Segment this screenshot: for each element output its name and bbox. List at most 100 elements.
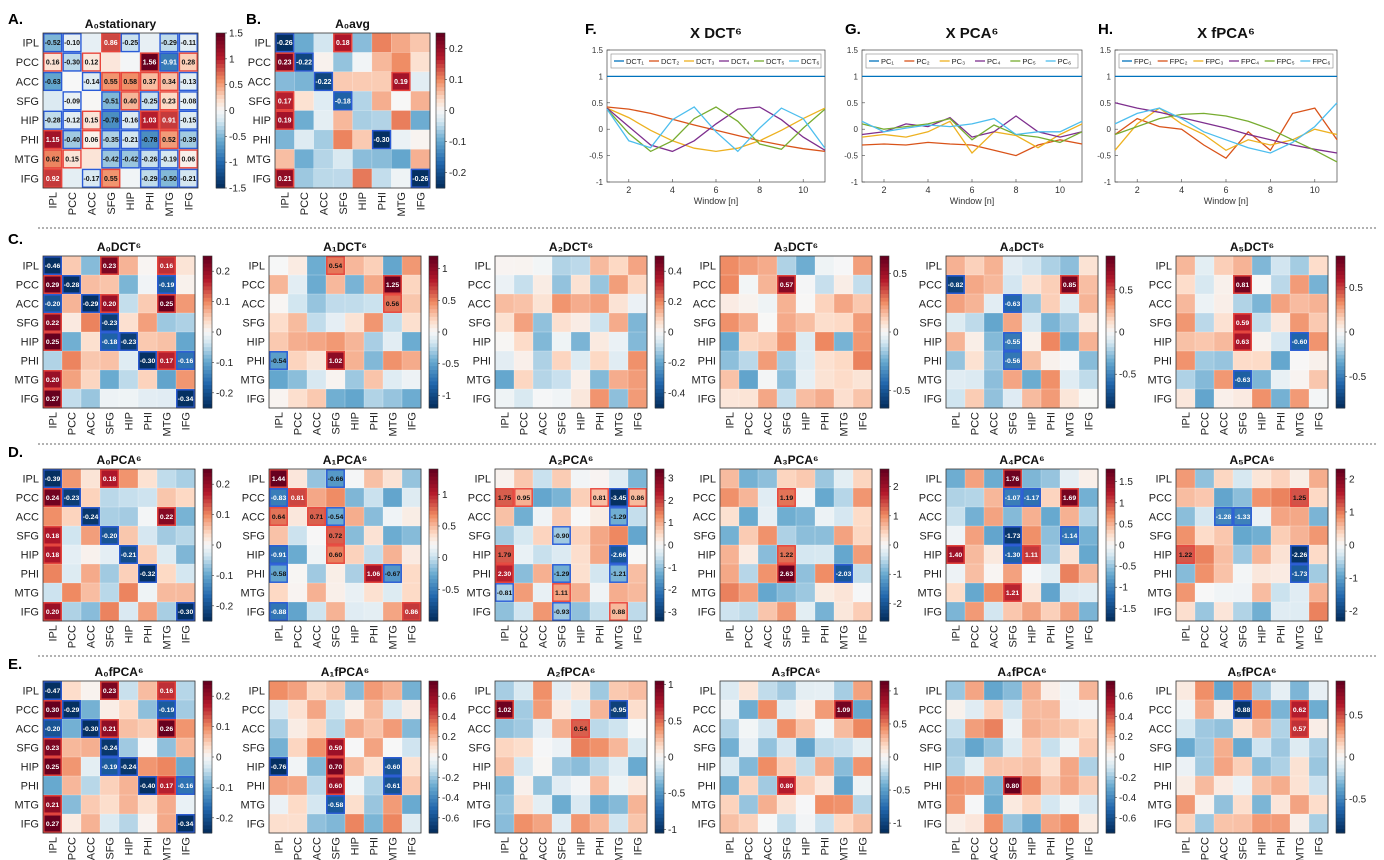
colorbar-segment bbox=[429, 522, 438, 527]
heatmap-cell bbox=[100, 545, 120, 565]
heatmap-cell bbox=[1079, 795, 1099, 815]
colorbar-tick-label: 0 bbox=[216, 753, 222, 764]
colorbar-segment bbox=[1336, 358, 1345, 363]
colorbar-segment bbox=[880, 533, 889, 538]
heatmap-cell bbox=[495, 389, 515, 409]
colorbar-tick-label: -0.5 bbox=[442, 585, 460, 596]
cell-value-label: 0.16 bbox=[46, 60, 60, 67]
colorbar-segment bbox=[1336, 700, 1345, 705]
colorbar-segment bbox=[429, 825, 438, 830]
colorbar-segment bbox=[1106, 726, 1115, 731]
legend-entry: DCT₅ bbox=[766, 57, 784, 66]
heatmap-cell bbox=[1233, 738, 1253, 758]
cell-value-label: -0.10 bbox=[64, 40, 80, 47]
heatmap-cell bbox=[777, 545, 797, 565]
colorbar-tick-label: -0.2 bbox=[216, 388, 234, 399]
y-tick-label: -1 bbox=[1104, 178, 1112, 187]
heatmap-cell bbox=[1079, 332, 1099, 352]
col-tick-label: PCC bbox=[519, 837, 531, 860]
colorbar-segment bbox=[429, 256, 438, 261]
heatmap-cell bbox=[1271, 313, 1291, 333]
heatmap-cell bbox=[100, 294, 120, 314]
heatmap-cell bbox=[119, 583, 139, 603]
heatmap-cell bbox=[965, 700, 985, 720]
heatmap-cell bbox=[571, 332, 591, 352]
heatmap-cell bbox=[100, 275, 120, 295]
cell-outline bbox=[326, 545, 345, 564]
heatmap-cell bbox=[294, 71, 315, 92]
colorbar-tick-label: 2 bbox=[668, 496, 674, 507]
heatmap-frame bbox=[268, 255, 422, 409]
colorbar-segment bbox=[655, 267, 664, 272]
cell-value-label: -0.11 bbox=[181, 40, 197, 47]
heatmap-cell bbox=[119, 564, 139, 584]
row-tick-label: ACC bbox=[919, 512, 942, 524]
colorbar-segment bbox=[1336, 696, 1345, 701]
row-tick-label: IPL bbox=[925, 261, 942, 273]
colorbar-segment bbox=[203, 745, 212, 750]
heatmap-cell bbox=[1022, 389, 1042, 409]
heatmap-cell bbox=[176, 275, 196, 295]
row-tick-label: MTG bbox=[467, 800, 491, 812]
heatmap-cell bbox=[288, 545, 308, 565]
colorbar-segment bbox=[1336, 339, 1345, 344]
colorbar-segment bbox=[429, 373, 438, 379]
colorbar-tick-label: 0.2 bbox=[216, 692, 230, 703]
colorbar-segment bbox=[1106, 476, 1115, 481]
heatmap-cell bbox=[1309, 795, 1329, 815]
heatmap-cell bbox=[176, 469, 196, 489]
colorbar-segment bbox=[203, 791, 212, 796]
heatmap-cell bbox=[552, 700, 572, 720]
colorbar-segment bbox=[203, 362, 212, 367]
heatmap-cell bbox=[1041, 700, 1061, 720]
x-tick-label: 8 bbox=[1268, 185, 1273, 195]
colorbar-segment bbox=[436, 87, 445, 92]
row-tick-label: IFG bbox=[1154, 819, 1172, 831]
colorbar-segment bbox=[880, 484, 889, 489]
colorbar-segment bbox=[1336, 798, 1345, 804]
heatmap-A0fPCA: -0.47 0.23 0.160.30 -0.29 -0.19-0.20 -0.30 0.2… bbox=[15, 665, 234, 860]
col-tick-label: ACC bbox=[1219, 837, 1231, 860]
heatmap-cell bbox=[119, 795, 139, 815]
heatmap-cell bbox=[288, 738, 308, 758]
col-tick-label: SFG bbox=[1008, 625, 1020, 648]
colorbar-segment bbox=[655, 294, 664, 299]
cell-value-label: -0.26 bbox=[412, 176, 428, 183]
cell-outline bbox=[1060, 488, 1079, 507]
heatmap-cell bbox=[1214, 545, 1234, 565]
heatmap-cell bbox=[552, 294, 572, 314]
colorbar-segment bbox=[1106, 734, 1115, 739]
heatmap-cell bbox=[984, 700, 1004, 720]
cell-value-label: -0.30 bbox=[374, 137, 390, 144]
heatmap-cell bbox=[514, 564, 534, 584]
row-tick-label: PHI bbox=[21, 781, 39, 793]
cell-value-label: -0.29 bbox=[142, 176, 158, 183]
colorbar-segment bbox=[1106, 392, 1115, 398]
heatmap-cell bbox=[495, 294, 515, 314]
heatmap-cell bbox=[391, 33, 412, 53]
colorbar-segment bbox=[216, 176, 225, 181]
heatmap-cell bbox=[100, 757, 120, 777]
colorbar-segment bbox=[203, 779, 212, 785]
heatmap-cell bbox=[590, 719, 610, 739]
colorbar-segment bbox=[429, 339, 438, 344]
heatmap-cell bbox=[402, 313, 422, 333]
heatmap-cell bbox=[739, 526, 759, 546]
heatmap-cell bbox=[81, 681, 101, 701]
legend-entry: PC₅ bbox=[1022, 57, 1035, 66]
cell-outline bbox=[100, 681, 119, 700]
heatmap-cell bbox=[1271, 332, 1291, 352]
heatmap-frame bbox=[42, 680, 196, 834]
colorbar-segment bbox=[880, 297, 889, 303]
colorbar-segment bbox=[429, 688, 438, 693]
heatmap-cell bbox=[345, 776, 365, 796]
colorbar-segment bbox=[1106, 821, 1115, 826]
heatmap-cell bbox=[984, 564, 1004, 584]
heatmap-cell bbox=[571, 719, 591, 739]
heatmap-cell bbox=[965, 294, 985, 314]
colorbar-segment bbox=[203, 377, 212, 382]
panel-letter-f: F. bbox=[585, 21, 597, 38]
colorbar-tick-label: 0 bbox=[893, 541, 899, 552]
heatmap-cell bbox=[609, 507, 629, 527]
cell-value-label: -0.25 bbox=[142, 98, 158, 105]
